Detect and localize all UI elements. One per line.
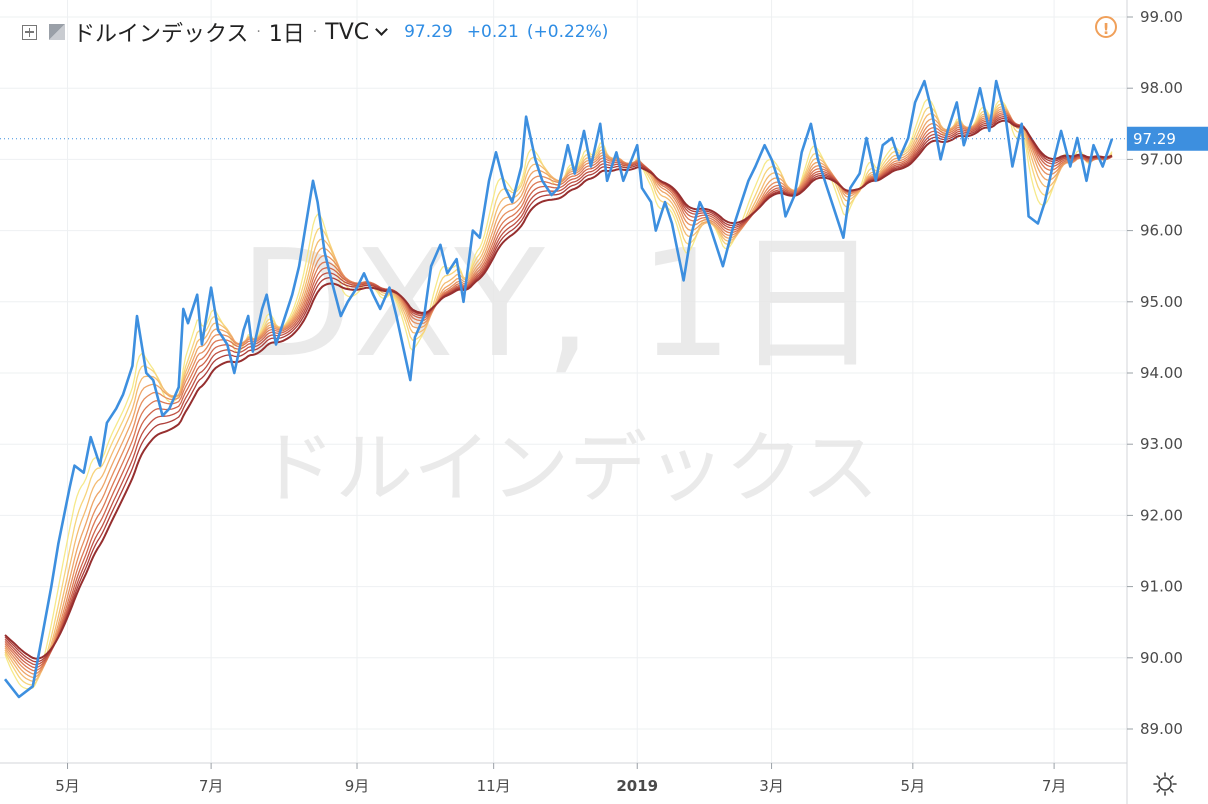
- flag-icon[interactable]: [49, 24, 65, 40]
- price-tick-label: 99.00: [1140, 8, 1183, 26]
- price-tick-label: 97.00: [1140, 150, 1183, 168]
- last-price-badge: [1127, 126, 1208, 151]
- watermark: DXY, 1日 ドルインデックス: [239, 218, 881, 514]
- ema-ribbon-line: [4, 119, 1113, 660]
- price-tick-label: 90.00: [1140, 649, 1183, 667]
- price-tick-label: 93.00: [1140, 435, 1183, 453]
- price-tick-label: 92.00: [1140, 506, 1183, 524]
- price-tick-label: 91.00: [1140, 578, 1183, 596]
- separator-dot-icon: ·: [256, 24, 261, 40]
- price-tick-label: 89.00: [1140, 720, 1183, 738]
- time-tick-label: 2019: [616, 777, 658, 795]
- price-tick-label: 96.00: [1140, 222, 1183, 240]
- ema-ribbon-line: [4, 106, 1113, 682]
- last-price-label: 97.29: [1127, 126, 1208, 151]
- ema-ribbon-line: [4, 117, 1113, 663]
- change-percent: (+0.22%): [526, 22, 609, 42]
- time-axis[interactable]: 5月 7月 9月 11月 2019 3月 5月 7月: [55, 763, 1066, 795]
- time-tick-label: 7月: [199, 777, 224, 795]
- settings-gear-icon[interactable]: [1150, 770, 1180, 798]
- time-tick-label: 7月: [1042, 777, 1067, 795]
- time-tick-label: 9月: [345, 777, 370, 795]
- time-tick-label: 11月: [477, 777, 511, 795]
- ema-ribbon-line: [4, 115, 1113, 666]
- time-tick-label: 3月: [759, 777, 784, 795]
- ema-ribbon-line: [4, 110, 1113, 675]
- price-line[interactable]: [3, 79, 1114, 699]
- exchange-label[interactable]: TVC: [325, 19, 370, 45]
- price-tick-label: 98.00: [1140, 79, 1183, 97]
- symbol-legend[interactable]: ドルインデックス · 1日 · TVC 97.29 +0.21 (+0.22%): [22, 14, 608, 50]
- symbol-name[interactable]: ドルインデックス: [73, 22, 249, 47]
- time-tick-label: 5月: [55, 777, 80, 795]
- ema-ribbon-line: [4, 108, 1113, 679]
- chevron-down-icon[interactable]: [375, 22, 388, 36]
- watermark-symbol: DXY, 1日: [239, 218, 881, 390]
- time-tick-label: 5月: [901, 777, 926, 795]
- alert-warning-icon[interactable]: !: [1095, 16, 1117, 38]
- last-value: 97.29: [404, 22, 453, 42]
- watermark-description: ドルインデックス: [257, 424, 879, 514]
- price-axis[interactable]: 89.00 90.00 91.00 92.00 93.00 94.00 95.00 96.00…: [1127, 8, 1183, 738]
- price-tick-label: 95.00: [1140, 293, 1183, 311]
- compare-plus-icon[interactable]: [22, 24, 37, 40]
- separator-dot-icon: ·: [312, 24, 318, 40]
- price-tick-label: 94.00: [1140, 364, 1183, 382]
- change-value: +0.21: [466, 22, 519, 42]
- interval-label[interactable]: 1日: [268, 22, 305, 47]
- last-price-text: 97.29: [1133, 130, 1176, 148]
